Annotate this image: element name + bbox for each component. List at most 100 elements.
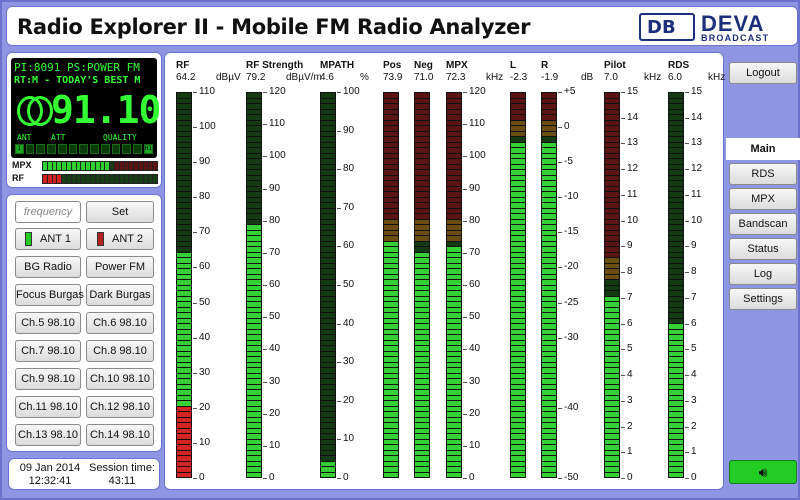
meter-segment <box>415 203 429 208</box>
mini-segment <box>138 175 143 183</box>
preset-button[interactable]: BG Radio <box>15 256 81 278</box>
preset-button[interactable]: Power FM <box>86 256 154 278</box>
nav-item-settings[interactable]: Settings <box>729 288 797 310</box>
meter-segment <box>511 401 525 406</box>
meter-segment <box>177 401 191 406</box>
preset-button[interactable]: Ch.9 98.10 <box>15 368 81 390</box>
preset-button[interactable]: Ch.10 98.10 <box>86 368 154 390</box>
mini-segment <box>148 175 153 183</box>
meter-value: 64.2 <box>176 72 196 83</box>
meter-segment <box>384 219 398 224</box>
meter-segment <box>447 203 461 208</box>
meter-segment <box>384 203 398 208</box>
meter-segment <box>177 137 191 142</box>
meter-segment <box>177 417 191 422</box>
deva-logo: DB DEVA BROADCAST <box>639 11 789 43</box>
mini-segment <box>86 162 90 170</box>
meter-segment <box>511 115 525 120</box>
meter-segment <box>605 98 619 103</box>
meter-segment <box>177 412 191 417</box>
tick-label: 8 <box>691 266 697 278</box>
tick-label: 1 <box>691 446 697 458</box>
meter-segment <box>415 390 429 395</box>
preset-button[interactable]: Ch.14 98.10 <box>86 424 154 446</box>
nav-item-log[interactable]: Log <box>729 263 797 285</box>
meter-segment <box>321 467 335 472</box>
meter-segment <box>669 109 683 114</box>
preset-button[interactable]: Ch.6 98.10 <box>86 312 154 334</box>
meter-segment <box>177 153 191 158</box>
meter-segment <box>605 203 619 208</box>
nav-item-mpx[interactable]: MPX <box>729 188 797 210</box>
meter-segment <box>384 357 398 362</box>
meter-segment <box>542 340 556 345</box>
tick-mark <box>621 117 625 119</box>
lcd-block <box>133 144 142 154</box>
meter-segment <box>447 423 461 428</box>
ant2-button[interactable]: ANT 2 <box>86 228 154 250</box>
preset-button[interactable]: Dark Burgas <box>86 284 154 306</box>
tick-mark <box>263 317 267 319</box>
tick-mark <box>263 413 267 415</box>
mini-segment <box>119 162 124 170</box>
meter-segment <box>511 335 525 340</box>
meter-segment <box>384 236 398 241</box>
meter-segment <box>384 181 398 186</box>
meter-segment <box>511 472 525 477</box>
tick-label: 8 <box>627 266 633 278</box>
meter-segment <box>605 417 619 422</box>
meter-segment <box>447 296 461 301</box>
tick-label: -20 <box>564 261 579 273</box>
preset-button[interactable]: Ch.8 98.10 <box>86 340 154 362</box>
set-button[interactable]: Set <box>86 201 154 223</box>
tick-mark <box>263 349 267 351</box>
meter-segment <box>247 197 261 202</box>
nav-item-status[interactable]: Status <box>729 238 797 260</box>
meter-segment <box>415 192 429 197</box>
meter-segment <box>247 362 261 367</box>
ant1-button[interactable]: ANT 1 <box>15 228 81 250</box>
nav-item-main[interactable]: Main <box>726 138 800 160</box>
meter-segment <box>669 181 683 186</box>
meter-segment <box>669 384 683 389</box>
meter-segment <box>605 450 619 455</box>
nav-item-bandscan[interactable]: Bandscan <box>729 213 797 235</box>
meter-segment <box>542 192 556 197</box>
tick-label: 70 <box>469 246 481 258</box>
meter-title: MPX <box>446 60 468 71</box>
tick-label: 6 <box>691 317 697 329</box>
preset-button[interactable]: Ch.12 98.10 <box>86 396 154 418</box>
mini-segment <box>110 175 114 183</box>
meter-segment <box>321 131 335 136</box>
meter-segment <box>542 439 556 444</box>
meter-segment <box>247 131 261 136</box>
meter-segment <box>605 445 619 450</box>
meter-segment <box>542 406 556 411</box>
tick-mark <box>685 246 689 248</box>
meter-segment <box>669 379 683 384</box>
tick-mark <box>193 127 197 129</box>
meter-segment <box>247 186 261 191</box>
frequency-input[interactable]: frequency <box>15 201 81 223</box>
tick-mark <box>193 232 197 234</box>
speaker-button[interactable]: 🔊︎ <box>729 460 797 484</box>
meter-segment <box>415 313 429 318</box>
meter-segment <box>669 467 683 472</box>
preset-button[interactable]: Ch.11 98.10 <box>15 396 81 418</box>
meter-segment <box>669 192 683 197</box>
meter-segment <box>447 329 461 334</box>
nav-item-rds[interactable]: RDS <box>729 163 797 185</box>
preset-button[interactable]: Ch.13 98.10 <box>15 424 81 446</box>
meter-segment <box>321 285 335 290</box>
meter-segment <box>384 307 398 312</box>
meter-segment <box>669 241 683 246</box>
meter-segment <box>384 214 398 219</box>
meter-segment <box>384 137 398 142</box>
preset-button[interactable]: Ch.5 98.10 <box>15 312 81 334</box>
preset-button[interactable]: Ch.7 98.10 <box>15 340 81 362</box>
meter-segment <box>447 401 461 406</box>
meter-segment <box>511 434 525 439</box>
meter-segment <box>605 395 619 400</box>
preset-button[interactable]: Focus Burgas <box>15 284 84 306</box>
logout-button[interactable]: Logout <box>729 62 797 84</box>
